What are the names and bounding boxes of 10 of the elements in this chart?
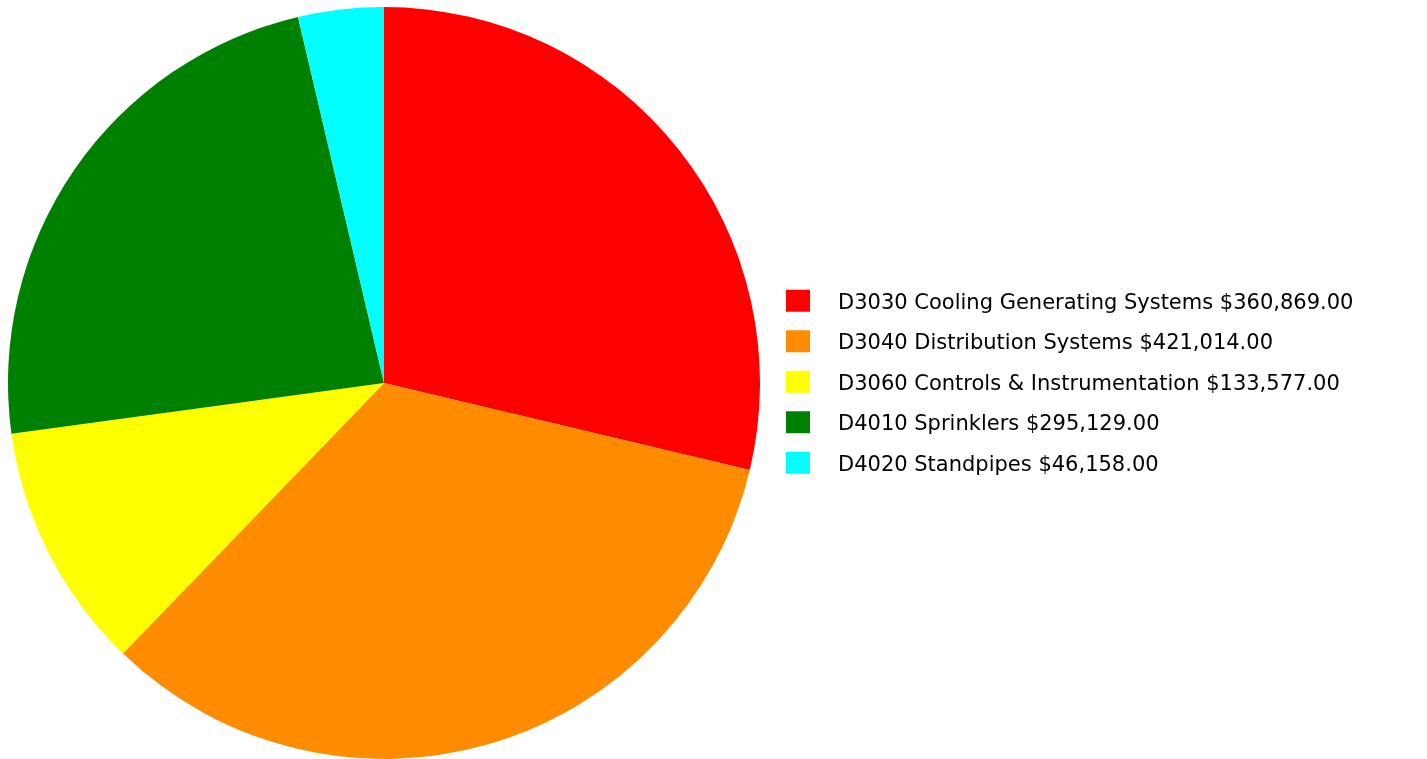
pie-slice <box>11 383 384 654</box>
legend-label: D4020 Standpipes $46,158.00 <box>838 451 1159 476</box>
pie-slice <box>298 7 384 383</box>
pie-slice <box>122 383 750 759</box>
legend-label: D3060 Controls & Instrumentation $133,577.00 <box>838 370 1340 395</box>
legend-label: D4010 Sprinklers $295,129.00 <box>838 411 1160 436</box>
legend-label: D3030 Cooling Generating Systems $360,869.00 <box>838 289 1354 314</box>
pie-slice <box>8 16 384 434</box>
pie-slice <box>384 7 760 470</box>
legend-label: D3040 Distribution Systems $421,014.00 <box>838 330 1274 355</box>
